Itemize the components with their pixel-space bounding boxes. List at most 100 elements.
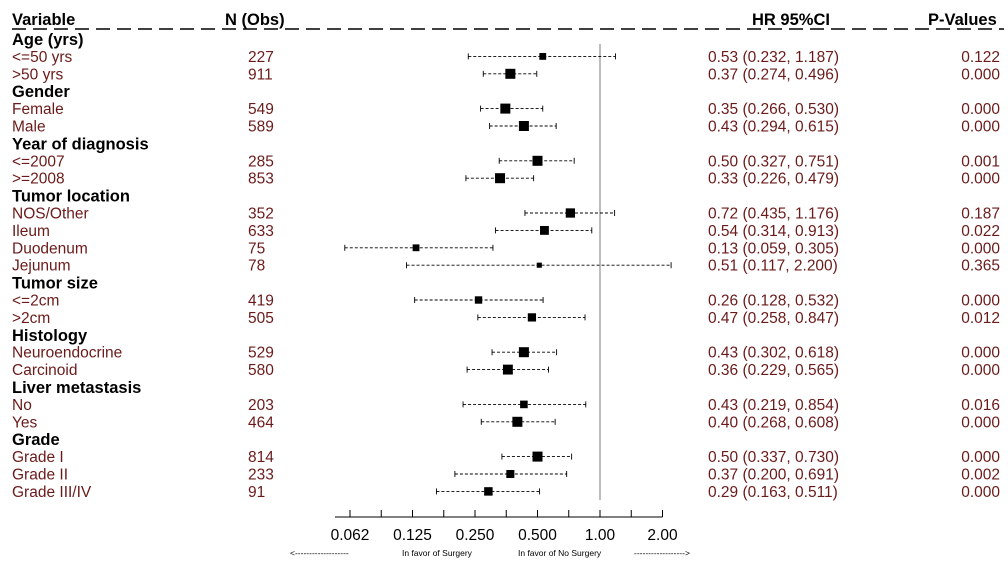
row-hr-ci: 0.43 (0.294, 0.615) [708, 119, 839, 136]
row-p-value: 0.000 [961, 414, 1000, 431]
x-axis: 0.062 0.125 0.250 0.500 1.00 2.00 [331, 510, 678, 544]
row-n-obs: 352 [248, 206, 274, 223]
row-hr-ci: 0.36 (0.229, 0.565) [708, 362, 839, 379]
row-label: Male [12, 119, 46, 136]
right-arrow: ------------------> [634, 548, 690, 558]
hr-point-marker [518, 121, 529, 131]
x-tick-label: 0.062 [331, 527, 370, 544]
row-p-value: 0.000 [961, 345, 1000, 362]
row-label: >2cm [12, 310, 50, 327]
row-p-value: 0.000 [961, 240, 1000, 257]
row-label: <=50 yrs [12, 49, 73, 66]
hr-point-marker [527, 313, 537, 322]
hr-point-marker [539, 52, 547, 60]
hr-point-marker [520, 400, 528, 409]
row-hr-ci: 0.35 (0.266, 0.530) [708, 101, 839, 118]
x-tick-label: 0.250 [456, 527, 495, 544]
hr-point-marker [500, 103, 511, 114]
row-n-obs: 91 [248, 484, 265, 501]
hr-point-marker [502, 364, 513, 375]
row-p-value: 0.000 [961, 484, 1000, 501]
row-n-obs: 285 [248, 153, 274, 170]
row-hr-ci: 0.26 (0.128, 0.532) [708, 293, 839, 310]
hr-point-marker [474, 296, 483, 304]
hr-point-marker [532, 451, 543, 462]
left-arrow: <------------------- [290, 548, 349, 558]
header-row: Variable N (Obs) HR 95%CI P-Values [12, 11, 1004, 30]
row-p-value: 0.002 [961, 467, 1000, 484]
row-label: Neuroendocrine [12, 345, 122, 362]
hr-point-marker [540, 225, 549, 235]
row-hr-ci: 0.43 (0.302, 0.618) [708, 345, 839, 362]
table-rows: Age (yrs)<=50 yrs 227 0.53 (0.232, 1.187) 0… [12, 31, 1000, 501]
hr-point-marker [536, 262, 542, 268]
x-tick-label: 0.125 [393, 527, 432, 544]
row-hr-ci: 0.50 (0.337, 0.730) [708, 449, 839, 466]
group-heading: Grade [12, 431, 60, 449]
header-hr-ci: HR 95%CI [752, 11, 830, 29]
row-p-value: 0.000 [961, 66, 1000, 83]
row-label: Grade III/IV [12, 484, 92, 501]
row-n-obs: 589 [248, 119, 274, 136]
row-label: NOS/Other [12, 206, 89, 223]
row-n-obs: 464 [248, 414, 274, 431]
row-n-obs: 78 [248, 258, 265, 275]
header-variable: Variable [12, 11, 75, 29]
row-p-value: 0.012 [961, 310, 1000, 327]
row-n-obs: 75 [248, 240, 265, 257]
row-hr-ci: 0.53 (0.232, 1.187) [708, 49, 839, 66]
row-label: Jejunum [12, 258, 71, 275]
hr-point-marker [505, 68, 516, 79]
hr-point-marker [565, 208, 576, 218]
row-n-obs: 853 [248, 171, 274, 188]
x-tick-label: 0.500 [518, 527, 557, 544]
row-hr-ci: 0.37 (0.200, 0.691) [708, 467, 839, 484]
x-tick-label: 1.00 [585, 527, 616, 544]
row-p-value: 0.000 [961, 449, 1000, 466]
x-tick-label: 2.00 [647, 527, 678, 544]
hr-point-marker [412, 244, 420, 252]
row-hr-ci: 0.29 (0.163, 0.511) [708, 484, 838, 501]
row-label: >=2008 [12, 171, 65, 188]
row-p-value: 0.000 [961, 293, 1000, 310]
header-n-obs: N (Obs) [225, 11, 285, 29]
row-label: Duodenum [12, 240, 88, 257]
row-p-value: 0.001 [961, 153, 1000, 170]
row-hr-ci: 0.13 (0.059, 0.305) [708, 240, 839, 257]
row-label: Yes [12, 414, 38, 431]
row-n-obs: 203 [248, 397, 274, 414]
row-label: Grade I [12, 449, 64, 466]
hr-point-marker [484, 487, 493, 496]
favor-surgery-label: In favor of Surgery [402, 548, 473, 558]
row-label: No [12, 397, 32, 414]
row-hr-ci: 0.54 (0.314, 0.913) [708, 223, 839, 240]
group-heading: Histology [12, 327, 88, 345]
hr-point-marker [506, 469, 515, 479]
row-p-value: 0.122 [961, 49, 1000, 66]
hr-point-marker [495, 173, 506, 184]
row-hr-ci: 0.72 (0.435, 1.176) [708, 206, 839, 223]
row-hr-ci: 0.37 (0.274, 0.496) [708, 66, 839, 83]
row-n-obs: 505 [248, 310, 274, 327]
row-label: Female [12, 101, 64, 118]
row-p-value: 0.022 [961, 223, 1000, 240]
row-n-obs: 529 [248, 345, 274, 362]
hr-point-marker [518, 347, 529, 358]
ci-marks [344, 52, 672, 496]
row-label: Grade II [12, 467, 68, 484]
row-label: <=2cm [12, 293, 59, 310]
row-hr-ci: 0.50 (0.327, 0.751) [708, 153, 839, 170]
row-n-obs: 580 [248, 362, 274, 379]
row-hr-ci: 0.40 (0.268, 0.608) [708, 414, 839, 431]
group-heading: Year of diagnosis [12, 135, 149, 153]
row-n-obs: 633 [248, 223, 274, 240]
row-p-value: 0.016 [961, 397, 1000, 414]
hr-point-marker [532, 155, 543, 166]
row-label: >50 yrs [12, 66, 64, 83]
row-n-obs: 227 [248, 49, 274, 66]
row-label: Ileum [12, 223, 50, 240]
row-p-value: 0.000 [961, 119, 1000, 136]
direction-note: <------------------- In favor of Surgery… [290, 548, 690, 558]
group-heading: Gender [12, 83, 70, 101]
row-hr-ci: 0.51 (0.117, 2.200) [708, 258, 838, 275]
